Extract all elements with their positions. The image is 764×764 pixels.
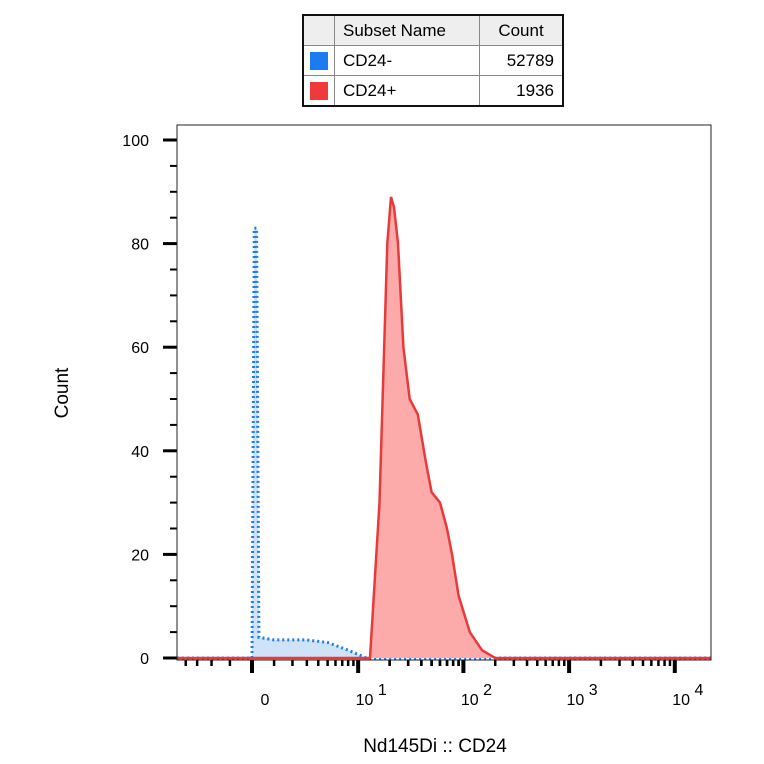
series-fill-CD24+ — [177, 197, 711, 658]
legend-name: CD24- — [334, 45, 480, 76]
y-axis-label: Count — [52, 367, 73, 418]
legend-row: CD24+ 1936 — [302, 75, 564, 107]
y-tick-label: 40 — [131, 444, 149, 461]
x-tick-label: 10 4 — [672, 682, 703, 709]
legend-count: 52789 — [479, 45, 564, 76]
legend-header-count: Count — [479, 14, 564, 46]
legend-name: CD24+ — [334, 75, 480, 107]
legend-swatch-blue — [310, 52, 328, 71]
plot-frame — [176, 124, 712, 661]
legend-count: 1936 — [479, 75, 564, 107]
x-tick-label: 0 — [261, 692, 270, 709]
y-tick-label: 60 — [131, 340, 149, 357]
x-tick-label: 10 2 — [461, 682, 492, 709]
legend-swatch-red — [310, 82, 328, 101]
y-tick-label: 80 — [131, 237, 149, 254]
series-line-CD24- — [177, 226, 711, 660]
series-line-CD24+ — [177, 196, 711, 660]
x-tick-label: 10 3 — [567, 682, 598, 709]
x-axis-label: Nd145Di :: CD24 — [363, 736, 507, 757]
x-tick-label: 10 1 — [356, 682, 387, 709]
y-tick-label: 100 — [122, 133, 149, 150]
legend-table: Subset Name Count CD24- 52789 CD24+ 1936 — [302, 14, 564, 107]
y-tick-label: 20 — [131, 547, 149, 564]
y-tick-label: 0 — [140, 651, 149, 668]
legend-row: CD24- 52789 — [302, 45, 564, 76]
